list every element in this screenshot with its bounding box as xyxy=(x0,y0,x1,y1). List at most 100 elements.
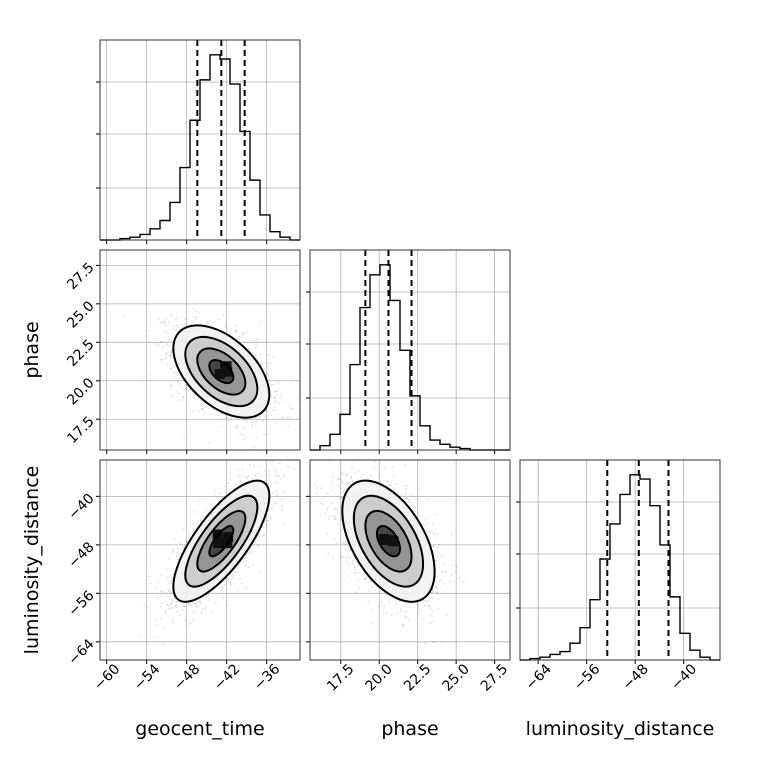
sample-point xyxy=(156,636,158,638)
scatter-panel-geocent_time-luminosity_distance xyxy=(96,459,301,664)
sample-point xyxy=(427,605,430,607)
sample-point xyxy=(357,571,360,574)
sample-point xyxy=(349,556,352,559)
sample-point xyxy=(246,477,248,480)
sample-point xyxy=(173,371,176,374)
sample-point xyxy=(219,492,222,495)
sample-point xyxy=(177,326,179,328)
sample-point xyxy=(229,472,232,475)
sample-point xyxy=(164,353,167,356)
sample-point xyxy=(283,474,285,477)
sample-point xyxy=(181,609,184,612)
sample-point xyxy=(354,566,356,569)
sample-point xyxy=(222,587,225,590)
sample-point xyxy=(329,515,332,518)
sample-point xyxy=(170,367,173,370)
sample-point xyxy=(166,352,168,355)
sample-point xyxy=(228,577,231,580)
sample-point xyxy=(208,407,211,410)
sample-point xyxy=(273,397,276,399)
sample-point xyxy=(167,589,170,592)
sample-point xyxy=(282,491,285,494)
histogram-luminosity_distance xyxy=(520,474,720,661)
sample-point xyxy=(174,604,177,607)
sample-point xyxy=(276,381,279,384)
sample-point xyxy=(356,565,359,567)
sample-point xyxy=(267,483,270,485)
sample-point xyxy=(254,473,257,476)
sample-point xyxy=(269,516,272,519)
sample-point xyxy=(278,461,281,464)
sample-point xyxy=(224,485,227,487)
sample-point xyxy=(417,604,420,607)
sample-point xyxy=(234,426,237,429)
sample-point xyxy=(220,425,223,428)
sample-point xyxy=(239,578,242,581)
sample-point xyxy=(225,604,228,607)
sample-point xyxy=(227,482,230,485)
sample-point xyxy=(170,351,173,354)
sample-point xyxy=(263,433,266,436)
sample-point xyxy=(333,515,335,518)
panel-frame xyxy=(99,249,301,451)
sample-point xyxy=(184,318,187,321)
sample-point xyxy=(260,475,263,477)
density-block xyxy=(213,538,224,549)
sample-point xyxy=(164,609,167,612)
sample-point xyxy=(166,332,169,335)
sample-point xyxy=(160,617,163,620)
sample-point xyxy=(340,557,343,560)
sample-point xyxy=(252,544,255,547)
sample-point xyxy=(166,576,169,579)
sample-point xyxy=(234,329,237,332)
sample-point xyxy=(283,476,286,478)
sample-point xyxy=(273,502,276,505)
sample-point xyxy=(252,421,255,423)
sample-point xyxy=(413,606,415,609)
sample-point xyxy=(263,413,266,416)
sample-point xyxy=(327,518,330,521)
sample-point xyxy=(229,478,232,481)
sample-point xyxy=(276,502,278,505)
sample-point xyxy=(370,586,373,589)
contour-line xyxy=(172,324,271,419)
sample-point xyxy=(257,545,260,547)
sample-point xyxy=(160,358,163,361)
sample-point xyxy=(334,517,337,520)
sample-point xyxy=(266,410,268,413)
sample-point xyxy=(160,574,163,577)
sample-point xyxy=(347,575,350,577)
sample-point xyxy=(197,410,200,412)
sample-point xyxy=(289,405,292,408)
sample-point xyxy=(240,335,243,337)
sample-point xyxy=(164,612,167,615)
sample-point xyxy=(187,603,190,605)
sample-point xyxy=(281,417,284,420)
sample-point xyxy=(433,535,436,538)
sample-point xyxy=(351,562,354,564)
sample-point xyxy=(404,464,407,467)
sample-point xyxy=(222,314,225,316)
sample-point xyxy=(156,342,159,345)
sample-point xyxy=(276,493,279,496)
sample-point xyxy=(275,481,277,484)
sample-point xyxy=(351,555,354,557)
sample-point xyxy=(263,534,266,537)
contour-line xyxy=(172,479,271,603)
sample-point xyxy=(266,366,269,368)
sample-point xyxy=(431,620,434,623)
sample-point xyxy=(383,604,385,607)
sample-point xyxy=(253,465,255,467)
sample-point xyxy=(183,544,186,547)
sample-point xyxy=(275,390,278,393)
sample-point xyxy=(444,571,447,574)
sample-point xyxy=(246,552,249,555)
sample-point xyxy=(164,601,167,603)
sample-point xyxy=(250,551,253,554)
sample-point xyxy=(417,607,419,610)
sample-point xyxy=(234,570,237,573)
sample-point xyxy=(254,354,257,357)
sample-point xyxy=(235,330,238,332)
sample-point xyxy=(171,394,174,397)
sample-point xyxy=(188,534,190,537)
